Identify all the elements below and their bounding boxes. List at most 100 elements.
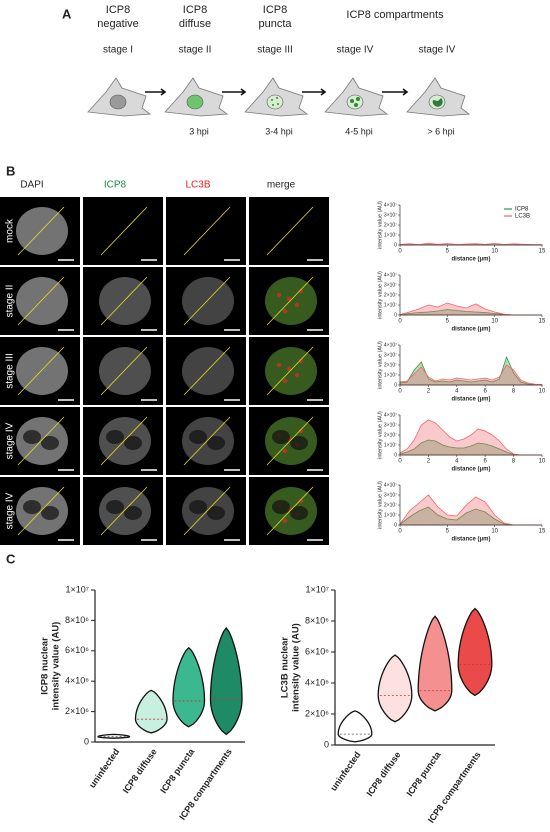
- profile-line: [266, 206, 314, 256]
- row-label: stage III: [5, 353, 16, 389]
- y-tick-label: 2×10⁷: [384, 502, 397, 508]
- y-axis-label: ICP8 nuclear: [40, 637, 51, 695]
- stage-title: negative: [97, 18, 139, 30]
- x-axis-label: distance (μm): [451, 467, 490, 473]
- y-tick-label: 4×10⁷: [384, 272, 397, 278]
- arrow: [382, 88, 409, 96]
- x-tick-label: 5: [446, 529, 450, 535]
- cell-icon: [244, 77, 309, 117]
- compartment-void: [106, 500, 124, 514]
- profile-line: [183, 346, 231, 396]
- y-tick-label: 3×10⁷: [384, 212, 397, 218]
- stage-title: ICP8: [263, 4, 287, 16]
- x-tick-label: 4: [455, 389, 459, 395]
- x-tick-label: uninfected: [328, 750, 362, 793]
- y-tick-label: 2×10⁶: [305, 708, 329, 718]
- x-tick-label: ICP8 puncta: [405, 749, 444, 798]
- puncta: [276, 97, 278, 99]
- column-header: DAPI: [20, 180, 43, 191]
- compartment-void: [189, 430, 207, 444]
- y-tick-label: 4×10⁷: [384, 412, 397, 418]
- y-tick-label: 0: [394, 312, 397, 318]
- compartment-void: [23, 500, 41, 514]
- y-tick-label: 1×10⁷: [305, 584, 329, 594]
- y-tick-label: 0: [394, 242, 397, 248]
- y-tick-label: 1×10⁷: [384, 512, 397, 518]
- y-tick-label: 2×10⁷: [384, 362, 397, 368]
- x-tick-label: 6: [484, 389, 488, 395]
- arrow: [302, 88, 327, 96]
- y-tick-label: 8×10⁶: [305, 615, 329, 625]
- stage-title: ICP8: [183, 4, 207, 16]
- y-tick-label: 4×10⁷: [384, 202, 397, 208]
- x-tick-label: 10: [491, 529, 498, 535]
- compartment-void: [272, 500, 290, 514]
- legend-label: LC3B: [515, 214, 530, 220]
- y-tick-label: 0: [394, 452, 397, 458]
- x-tick-label: ICP8 diffuse: [365, 750, 403, 798]
- x-tick-label: 2: [427, 389, 431, 395]
- violin: [337, 710, 373, 743]
- compartment-void: [290, 506, 308, 520]
- cell-icon: [87, 77, 152, 117]
- profile-line: [100, 346, 148, 396]
- nucleus: [266, 94, 284, 110]
- profile-line: [183, 276, 231, 326]
- y-tick-label: 3×10⁷: [384, 492, 397, 498]
- y-tick-label: 2×10⁶: [65, 706, 89, 716]
- x-tick-label: 0: [398, 319, 402, 325]
- y-tick-label: 2×10⁷: [384, 432, 397, 438]
- x-tick-label: 8: [512, 389, 516, 395]
- profile-line: [17, 276, 65, 326]
- red-puncta: [282, 378, 288, 384]
- stage-label: stage III: [257, 45, 293, 56]
- violin: [172, 646, 206, 728]
- cell-icon: [324, 77, 389, 117]
- nucleus-signal: [16, 207, 68, 255]
- compartment-void: [106, 430, 124, 444]
- nucleus-signal: [16, 347, 68, 395]
- violin: [457, 607, 493, 697]
- nucleus: [186, 94, 204, 110]
- x-tick-label: 10: [539, 389, 546, 395]
- violin: [209, 626, 243, 736]
- x-axis-label: distance (μm): [451, 257, 490, 263]
- red-puncta: [298, 428, 304, 434]
- profile-line: [100, 206, 148, 256]
- y-tick-label: 0: [324, 739, 329, 749]
- profile-line: [100, 416, 148, 466]
- compartment-void: [207, 506, 225, 520]
- x-tick-label: 15: [539, 529, 546, 535]
- red-puncta: [282, 518, 288, 524]
- nucleus-signal: [182, 277, 234, 325]
- y-tick-label: 1×10⁷: [65, 584, 89, 594]
- x-tick-label: 4: [455, 459, 459, 465]
- compartment-void: [124, 436, 142, 450]
- compartment-void: [124, 506, 142, 520]
- column-header: LC3B: [185, 180, 210, 191]
- stage-label: stage IV: [419, 45, 456, 56]
- y-tick-label: 0: [394, 522, 397, 528]
- x-tick-label: 6: [484, 459, 488, 465]
- nucleus-signal: [16, 277, 68, 325]
- row-label: stage II: [5, 285, 16, 318]
- y-tick-label: 3×10⁷: [384, 282, 397, 288]
- profile-line: [266, 416, 314, 466]
- y-axis-label: intensity value (AU): [377, 411, 383, 459]
- compartment: [354, 103, 358, 107]
- column-header: ICP8: [104, 180, 127, 191]
- profile-area: [399, 242, 543, 246]
- profile-line: [17, 346, 65, 396]
- x-tick-label: 10: [491, 319, 498, 325]
- violin: [377, 654, 413, 723]
- red-puncta: [294, 372, 300, 378]
- profile-area: [399, 494, 542, 526]
- column-header: merge: [267, 180, 296, 191]
- compartment-void: [290, 436, 308, 450]
- profile-line: [17, 486, 65, 536]
- profile-area: [399, 302, 542, 316]
- profile-line: [183, 486, 231, 536]
- violin: [134, 689, 168, 734]
- y-tick-label: 1×10⁷: [384, 302, 397, 308]
- stage-label: stage I: [103, 45, 133, 56]
